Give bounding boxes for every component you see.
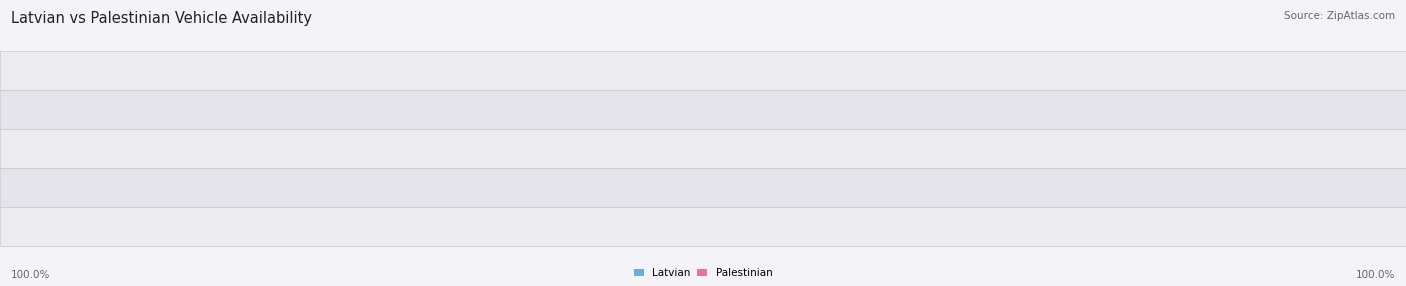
Bar bbox=[703, 176, 844, 199]
Bar bbox=[69, 98, 703, 122]
Text: 100.0%: 100.0% bbox=[1355, 270, 1395, 280]
Text: 8.3%: 8.3% bbox=[772, 66, 797, 76]
Text: 9.8%: 9.8% bbox=[599, 66, 624, 76]
Text: 2+ Vehicles Available: 2+ Vehicles Available bbox=[650, 144, 756, 154]
Text: No Vehicles Available: No Vehicles Available bbox=[650, 66, 756, 76]
Bar bbox=[661, 215, 703, 238]
Bar bbox=[703, 137, 1109, 160]
Text: 1+ Vehicles Available: 1+ Vehicles Available bbox=[650, 105, 756, 115]
Bar bbox=[308, 137, 703, 160]
Text: 57.7%: 57.7% bbox=[889, 144, 924, 154]
Text: 4+ Vehicles Available: 4+ Vehicles Available bbox=[650, 222, 756, 231]
Legend: Latvian, Palestinian: Latvian, Palestinian bbox=[634, 268, 772, 278]
Text: 3+ Vehicles Available: 3+ Vehicles Available bbox=[650, 183, 756, 192]
Bar bbox=[703, 59, 762, 83]
Text: Source: ZipAtlas.com: Source: ZipAtlas.com bbox=[1284, 11, 1395, 21]
Text: 91.7%: 91.7% bbox=[1008, 105, 1043, 115]
Text: Latvian vs Palestinian Vehicle Availability: Latvian vs Palestinian Vehicle Availabil… bbox=[11, 11, 312, 26]
Text: 56.2%: 56.2% bbox=[488, 144, 523, 154]
Text: 90.3%: 90.3% bbox=[368, 105, 404, 115]
Text: 100.0%: 100.0% bbox=[11, 270, 51, 280]
Bar bbox=[634, 59, 703, 83]
Text: 20.1%: 20.1% bbox=[756, 183, 792, 192]
Text: 6.1%: 6.1% bbox=[624, 222, 650, 231]
Text: 6.4%: 6.4% bbox=[759, 222, 783, 231]
Text: 19.3%: 19.3% bbox=[617, 183, 652, 192]
Bar bbox=[703, 98, 1348, 122]
Bar bbox=[703, 215, 748, 238]
Bar bbox=[568, 176, 703, 199]
